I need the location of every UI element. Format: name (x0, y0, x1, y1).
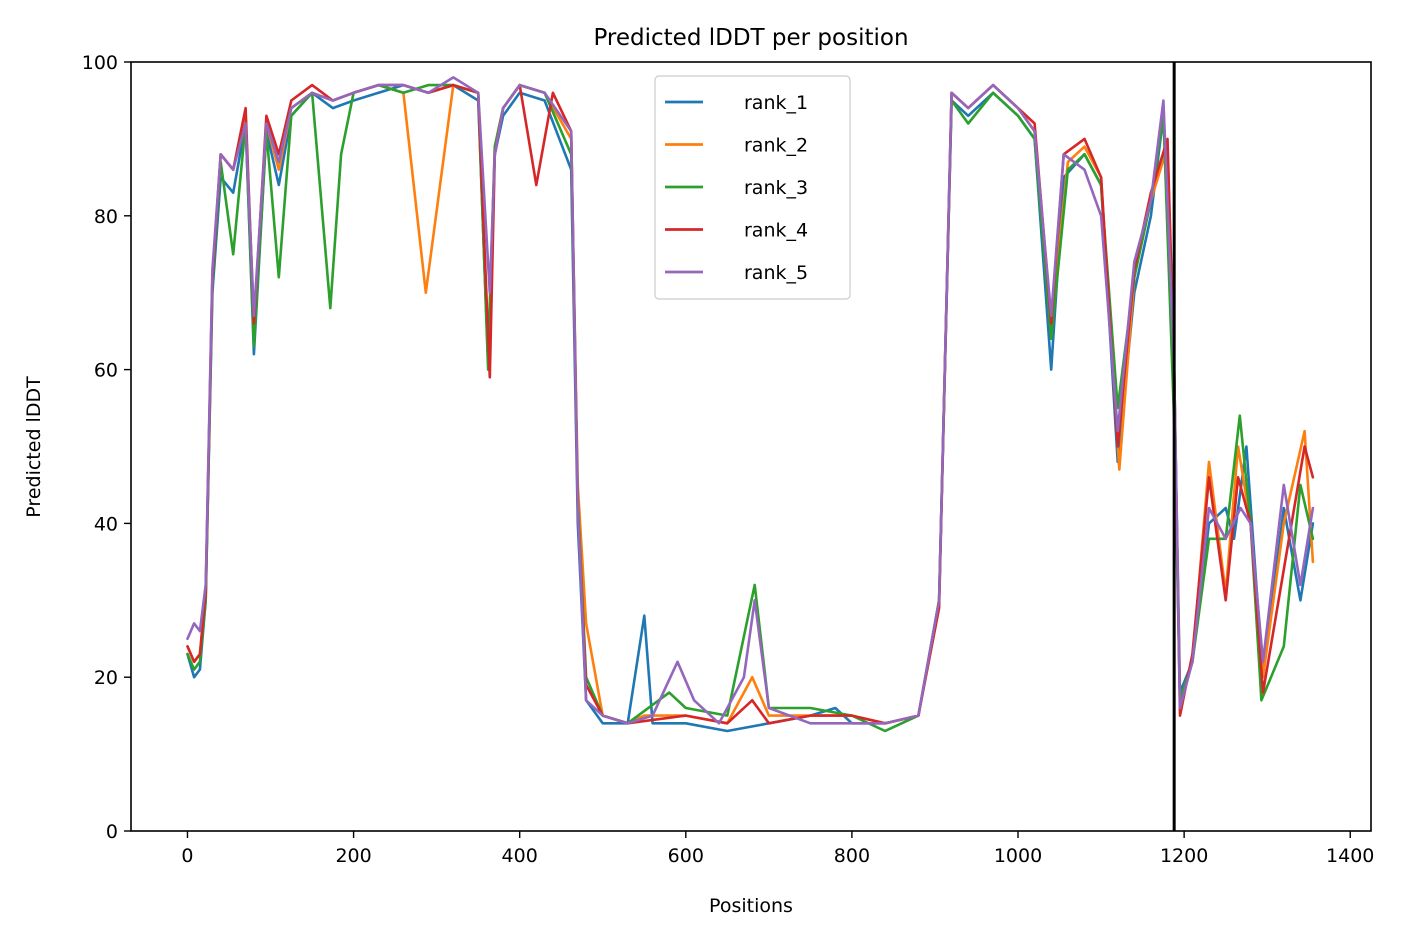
y-tick-label: 0 (106, 821, 118, 843)
x-tick-label: 600 (668, 845, 704, 867)
legend-box (654, 75, 851, 300)
series-layer (186, 76, 1315, 733)
y-tick-label: 40 (94, 513, 118, 535)
plot-area-frame (130, 61, 1372, 832)
y-tick-label: 80 (94, 206, 118, 228)
x-tick-label: 200 (335, 845, 371, 867)
x-axis: 0 200 400 600 800 1000 1200 1400 (181, 831, 1374, 867)
legend-label-rank-2: rank_2 (744, 135, 808, 157)
x-tick-label: 1000 (994, 845, 1042, 867)
series-line-rank-5 (186, 76, 1315, 725)
chart-title: Predicted lDDT per position (593, 25, 908, 51)
legend-label-rank-3: rank_3 (744, 177, 808, 199)
legend-label-rank-1: rank_1 (744, 92, 808, 114)
y-tick-label: 60 (94, 360, 118, 382)
x-tick-label: 1400 (1326, 845, 1374, 867)
x-tick-label: 0 (181, 845, 193, 867)
x-tick-label: 1200 (1160, 845, 1208, 867)
x-tick-label: 800 (834, 845, 870, 867)
legend: rank_1 rank_2 rank_3 rank_4 rank_5 (654, 75, 851, 300)
y-tick-label: 20 (94, 667, 118, 689)
y-axis-label: Predicted lDDT (23, 376, 45, 518)
y-axis: 0 20 40 60 80 100 (82, 52, 131, 843)
legend-label-rank-4: rank_4 (744, 220, 808, 242)
legend-label-rank-5: rank_5 (744, 262, 808, 284)
x-tick-label: 400 (502, 845, 538, 867)
x-axis-label: Positions (709, 895, 793, 917)
y-tick-label: 100 (82, 52, 118, 74)
